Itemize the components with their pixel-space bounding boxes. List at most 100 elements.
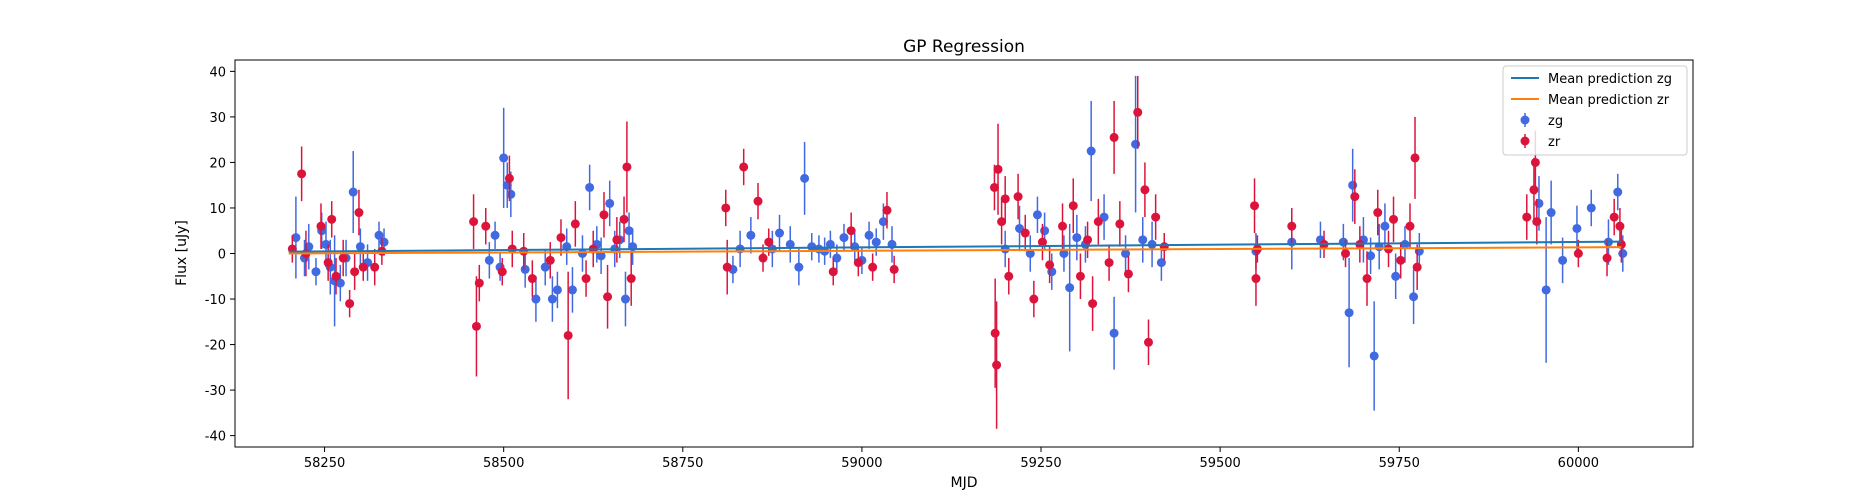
y-tick-label: 20 xyxy=(209,156,226,171)
point-zr xyxy=(1405,221,1415,231)
x-axis-label: MJD xyxy=(951,475,978,491)
point-zr xyxy=(1013,192,1023,202)
point-zr xyxy=(1133,107,1143,117)
point-zg xyxy=(1369,351,1379,361)
point-zg xyxy=(321,239,331,249)
x-tick-label: 58750 xyxy=(662,456,703,471)
x-tick-label: 59750 xyxy=(1379,456,1420,471)
point-zr xyxy=(471,321,481,331)
point-zr xyxy=(563,330,573,340)
x-tick-label: 60000 xyxy=(1558,456,1599,471)
point-zr xyxy=(989,182,999,192)
point-zr xyxy=(1143,337,1153,347)
point-zr xyxy=(753,196,763,206)
point-zg xyxy=(1032,210,1042,220)
point-zr xyxy=(481,221,491,231)
point-zr xyxy=(358,262,368,272)
point-zg xyxy=(1348,180,1358,190)
point-zg xyxy=(506,189,516,199)
point-zr xyxy=(1083,235,1093,245)
point-zg xyxy=(775,228,785,238)
point-zr xyxy=(1075,271,1085,281)
x-tick-label: 58250 xyxy=(304,456,345,471)
point-zr xyxy=(1020,228,1030,238)
point-zg xyxy=(335,278,345,288)
point-zr xyxy=(1045,260,1055,270)
point-zg xyxy=(379,237,389,247)
point-zr xyxy=(1151,212,1161,222)
point-zr xyxy=(1250,201,1260,211)
x-tick-label: 59000 xyxy=(841,456,882,471)
point-zg xyxy=(484,255,494,265)
point-zg xyxy=(355,242,365,252)
point-zg xyxy=(567,285,577,295)
legend: Mean prediction zg Mean prediction zr zg… xyxy=(1502,65,1688,156)
point-zg xyxy=(540,262,550,272)
point-zg xyxy=(1558,255,1568,265)
point-zg xyxy=(1572,223,1582,233)
point-zg xyxy=(585,182,595,192)
point-zr xyxy=(1123,269,1133,279)
point-zg xyxy=(1131,139,1141,149)
point-zr xyxy=(570,219,580,229)
point-zr xyxy=(545,255,555,265)
point-zr xyxy=(1362,274,1372,284)
point-zr xyxy=(599,210,609,220)
point-zr xyxy=(527,274,537,284)
point-zg xyxy=(348,187,358,197)
point-zg xyxy=(1409,292,1419,302)
point-zr xyxy=(297,169,307,179)
point-zr xyxy=(504,173,514,183)
point-zr xyxy=(1410,153,1420,163)
point-zr xyxy=(469,217,479,227)
legend-label-zr-mean: Mean prediction zr xyxy=(1548,93,1670,108)
point-zr xyxy=(1530,157,1540,167)
point-zg xyxy=(1613,187,1623,197)
point-zr xyxy=(1037,237,1047,247)
point-zr xyxy=(1115,219,1125,229)
point-zr xyxy=(507,244,517,254)
point-zg xyxy=(1546,208,1556,218)
point-zr xyxy=(1029,294,1039,304)
point-zg xyxy=(794,262,804,272)
point-zr xyxy=(1615,221,1625,231)
point-zg xyxy=(291,233,301,243)
point-zr xyxy=(1088,299,1098,309)
point-zr xyxy=(722,262,732,272)
point-zr xyxy=(1140,185,1150,195)
point-zr xyxy=(338,253,348,263)
point-zg xyxy=(800,173,810,183)
point-zr xyxy=(1093,217,1103,227)
y-tick-label: -20 xyxy=(205,339,226,354)
point-zr xyxy=(1341,249,1351,258)
point-zr xyxy=(997,217,1007,227)
point-zr xyxy=(1350,192,1360,202)
point-zg xyxy=(1065,283,1075,293)
legend-label-zg: zg xyxy=(1548,114,1563,129)
point-zr xyxy=(345,299,355,309)
point-zg xyxy=(605,198,615,208)
legend-marker-zg xyxy=(1520,115,1530,125)
point-zr xyxy=(993,164,1003,174)
point-zr xyxy=(739,162,749,172)
point-zr xyxy=(1396,255,1406,265)
x-tick-label: 59500 xyxy=(1199,456,1240,471)
point-zg xyxy=(1618,249,1628,258)
point-zr xyxy=(764,237,774,247)
point-zg xyxy=(1541,285,1551,295)
point-zg xyxy=(499,153,509,163)
point-zr xyxy=(581,274,591,284)
point-zg xyxy=(1086,146,1096,156)
point-zr xyxy=(1529,185,1539,195)
point-zg xyxy=(520,264,530,274)
x-tick-label: 58500 xyxy=(483,456,524,471)
point-zg xyxy=(547,294,557,304)
legend-label-zr: zr xyxy=(1548,135,1561,150)
point-zr xyxy=(868,262,878,272)
plot-marks xyxy=(287,75,1628,429)
point-zg xyxy=(1138,235,1148,245)
point-zr xyxy=(1573,249,1583,258)
point-zr xyxy=(1522,212,1532,222)
